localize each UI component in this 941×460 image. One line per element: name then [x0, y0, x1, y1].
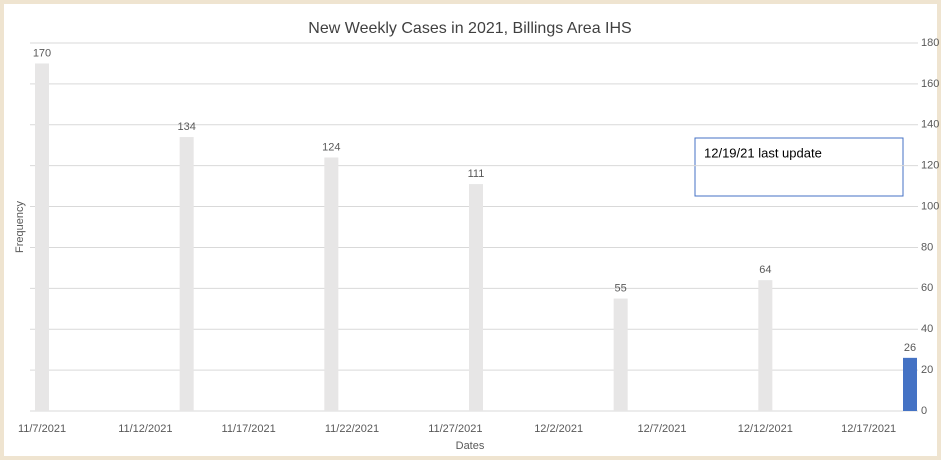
y-tick-label: 0 — [921, 405, 927, 417]
x-tick-label: 11/7/2021 — [18, 423, 66, 435]
y-axis-label: Frequency — [14, 201, 26, 253]
annotation: 12/19/21 last update — [704, 145, 822, 160]
data-label: 134 — [177, 121, 195, 133]
data-label: 64 — [759, 264, 771, 276]
x-tick-label: 12/12/2021 — [738, 423, 793, 435]
data-label: 111 — [468, 168, 485, 180]
x-tick-label: 12/2/2021 — [534, 423, 583, 435]
bar — [469, 184, 483, 411]
bar — [179, 137, 194, 412]
y-tick-label: 60 — [921, 282, 933, 294]
y-tick-label: 40 — [921, 323, 933, 335]
x-axis-label: Dates — [456, 440, 485, 452]
annotation-box — [694, 137, 904, 197]
chart-title: New Weekly Cases in 2021, Billings Area … — [308, 20, 631, 37]
x-tick-label: 11/12/2021 — [118, 423, 172, 435]
y-tick-label: 140 — [921, 119, 939, 131]
y-tick-label: 160 — [921, 78, 939, 90]
y-tick-label: 180 — [921, 37, 939, 49]
x-tick-label: 11/17/2021 — [222, 423, 276, 435]
data-label: 26 — [904, 342, 916, 354]
y-tick-label: 120 — [921, 160, 939, 172]
data-label: 124 — [322, 141, 340, 153]
x-tick-label: 11/22/2021 — [325, 423, 379, 435]
x-tick-label: 11/27/2021 — [428, 423, 482, 435]
data-label: 55 — [615, 282, 627, 294]
bar — [35, 63, 49, 411]
bar — [324, 157, 339, 411]
x-tick-label: 12/7/2021 — [638, 423, 687, 435]
y-tick-label: 100 — [921, 200, 939, 212]
y-tick-label: 20 — [921, 364, 933, 376]
x-tick-label: 12/17/2021 — [841, 423, 896, 435]
y-tick-label: 80 — [921, 241, 933, 253]
bar — [613, 298, 628, 411]
bar — [758, 280, 773, 411]
bar — [903, 357, 917, 411]
data-label: 170 — [33, 47, 51, 59]
